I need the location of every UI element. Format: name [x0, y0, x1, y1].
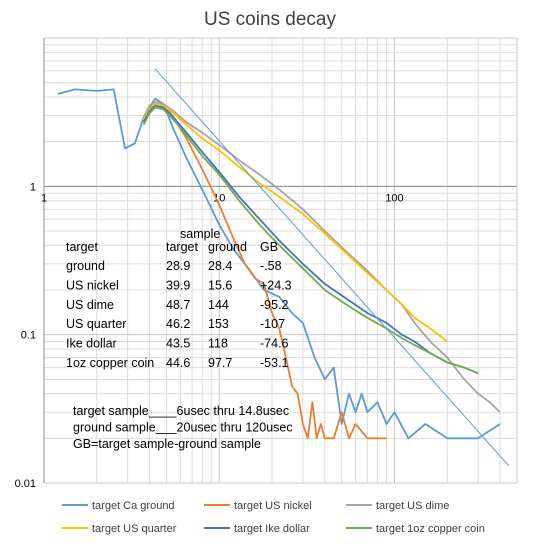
- chart-title: US coins decay: [204, 9, 337, 30]
- legend: target Ca ground target US nickel target U…: [62, 500, 485, 535]
- table-cell: -53.1: [260, 356, 289, 370]
- table-cell: -74.6: [260, 337, 289, 351]
- legend-label: target 1oz copper coin: [376, 523, 485, 535]
- table-cell: 44.6: [166, 356, 190, 370]
- note-line: target sample____6usec thru 14.8usec: [73, 404, 289, 418]
- table-cell: 144: [208, 298, 229, 312]
- y-tick-label: 0.01: [15, 478, 36, 490]
- note-line: ground sample___20usec thru 120usec: [73, 421, 293, 435]
- table-cell: 39.9: [166, 278, 190, 292]
- axes: [43, 38, 517, 483]
- grid: [43, 37, 518, 484]
- table-column-header: ground: [208, 240, 247, 254]
- table-cell: 118: [208, 337, 228, 351]
- table-column-header: target: [66, 240, 98, 254]
- table-cell: US quarter: [66, 317, 126, 331]
- table-cell: ground: [66, 259, 105, 273]
- table-cell: 28.4: [208, 259, 232, 273]
- table-cell: 48.7: [166, 298, 190, 312]
- tick-labels: 1 10 100 0.01 0.1 1: [15, 181, 404, 490]
- table-cell: 43.5: [166, 337, 190, 351]
- table-cell: 46.2: [166, 317, 190, 331]
- table-cell: US nickel: [66, 278, 119, 292]
- plot-area: [57, 68, 510, 467]
- table-column-header: GB: [260, 240, 278, 254]
- legend-label: target US dime: [376, 500, 449, 512]
- legend-label: target US quarter: [92, 523, 177, 535]
- table-cell: -.58: [260, 259, 282, 273]
- series-line: [142, 102, 448, 343]
- table-cell: 97.7: [208, 356, 232, 370]
- series-line: [142, 101, 387, 440]
- series-line: [142, 104, 479, 375]
- table-cell: -107: [260, 317, 285, 331]
- series-line: [142, 101, 501, 413]
- notes: target sample____6usec thru 14.8usec grou…: [73, 404, 293, 451]
- x-tick-label: 10: [213, 192, 225, 204]
- x-tick-label: 1: [41, 192, 47, 204]
- table-column-header: target: [166, 240, 198, 254]
- y-tick-label: 0.1: [21, 330, 36, 342]
- table-cell: Ike dollar: [66, 337, 117, 351]
- note-line: GB=target sample-ground sample: [73, 437, 261, 451]
- legend-label: target Ca ground: [92, 500, 175, 512]
- table-cell: 153: [208, 317, 229, 331]
- x-tick-label: 100: [385, 192, 403, 204]
- table-cell: US dime: [66, 298, 114, 312]
- table-cell: 15.6: [208, 278, 232, 292]
- table-cell: +24.3: [260, 278, 292, 292]
- trendline: [154, 68, 510, 467]
- table-header-top: sample: [180, 227, 220, 241]
- y-tick-label: 1: [30, 181, 36, 193]
- table-cell: 28.9: [166, 259, 190, 273]
- table-cell: 1oz copper coin: [66, 356, 154, 370]
- legend-label: target Ike dollar: [234, 523, 310, 535]
- legend-label: target US nickel: [234, 500, 312, 512]
- series-line: [142, 106, 479, 375]
- table-cell: -95.2: [260, 298, 289, 312]
